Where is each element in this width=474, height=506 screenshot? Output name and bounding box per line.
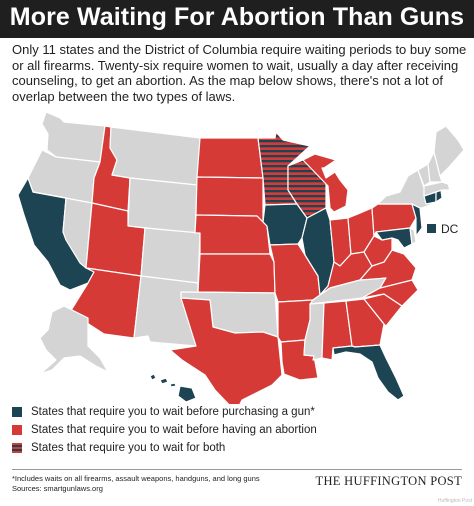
state-wy (127, 177, 198, 234)
legend-label-both: States that require you to wait for both (31, 442, 226, 454)
state-nd (196, 137, 264, 179)
footnote: *Includes waits on all firearms, assault… (12, 474, 260, 494)
legend-item-both: States that require you to wait for both (12, 439, 452, 457)
legend-swatch-abortion (12, 425, 22, 435)
state-co (140, 227, 201, 284)
legend-swatch-both (12, 443, 22, 453)
legend-label-abortion: States that require you to wait before h… (31, 424, 317, 436)
state-hi (149, 373, 197, 403)
page-title: More Waiting For Abortion Than Guns (9, 3, 465, 31)
state-ma (423, 181, 451, 197)
state-de (409, 227, 417, 245)
dc-marker (427, 224, 436, 233)
legend-label-gun: States that require you to wait before p… (31, 406, 315, 418)
title-bar (0, 0, 474, 38)
map-svg (17, 111, 465, 404)
dc-label: DC (441, 222, 459, 236)
state-mt (109, 126, 201, 186)
brand-logo: THE HUFFINGTON POST (315, 474, 462, 488)
sources-text: Sources: smartgunlaws.org (12, 484, 103, 493)
state-me (433, 125, 465, 177)
map-legend: States that require you to wait before p… (12, 403, 452, 457)
state-ne (194, 214, 271, 255)
state-nh (427, 151, 443, 183)
intro-text: Only 11 states and the District of Colum… (12, 42, 467, 104)
footer-divider (12, 469, 462, 470)
state-mi (302, 153, 349, 213)
state-wv (363, 235, 393, 267)
state-ak (39, 305, 109, 375)
legend-swatch-gun (12, 407, 22, 417)
legend-item-gun: States that require you to wait before p… (12, 403, 452, 421)
state-ia (262, 203, 308, 246)
state-tx (169, 297, 283, 404)
state-ks (197, 253, 276, 294)
footnote-text: *Includes waits on all firearms, assault… (12, 474, 260, 483)
us-map (0, 104, 474, 404)
state-md (375, 227, 413, 249)
image-credit: Huffington Post (437, 498, 472, 504)
state-fl (332, 344, 405, 401)
legend-item-abortion: States that require you to wait before h… (12, 421, 452, 439)
